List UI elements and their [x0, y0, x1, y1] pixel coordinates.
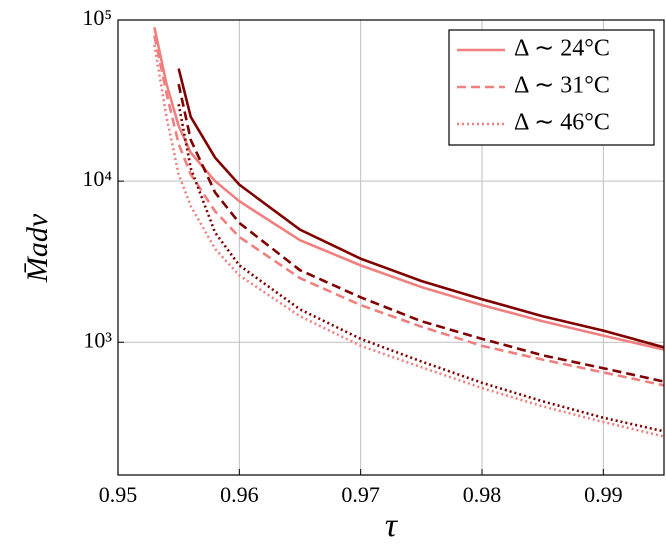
y-tick-label: 10³	[83, 327, 112, 352]
line	[153, 44, 664, 438]
legend-label: Δ ∼ 31°C	[514, 73, 610, 99]
line	[177, 68, 664, 349]
legend-label: Δ ∼ 24°C	[514, 36, 610, 62]
x-tick-label: 0.96	[220, 482, 259, 507]
y-tick-label: 10⁵	[82, 5, 112, 30]
legend-label: Δ ∼ 46°C	[514, 110, 610, 136]
y-axis-label: M̄adv	[21, 213, 54, 283]
x-tick-label: 0.95	[99, 482, 138, 507]
line	[153, 27, 664, 351]
line	[153, 35, 664, 387]
x-tick-label: 0.98	[463, 482, 502, 507]
x-tick-label: 0.97	[341, 482, 380, 507]
x-axis-label: τ	[385, 507, 399, 544]
line	[177, 104, 664, 433]
y-tick-label: 10⁴	[82, 166, 112, 191]
line	[177, 83, 664, 383]
plot-lines	[153, 27, 664, 438]
x-tick-label: 0.99	[584, 482, 623, 507]
plot-frame	[117, 19, 665, 476]
